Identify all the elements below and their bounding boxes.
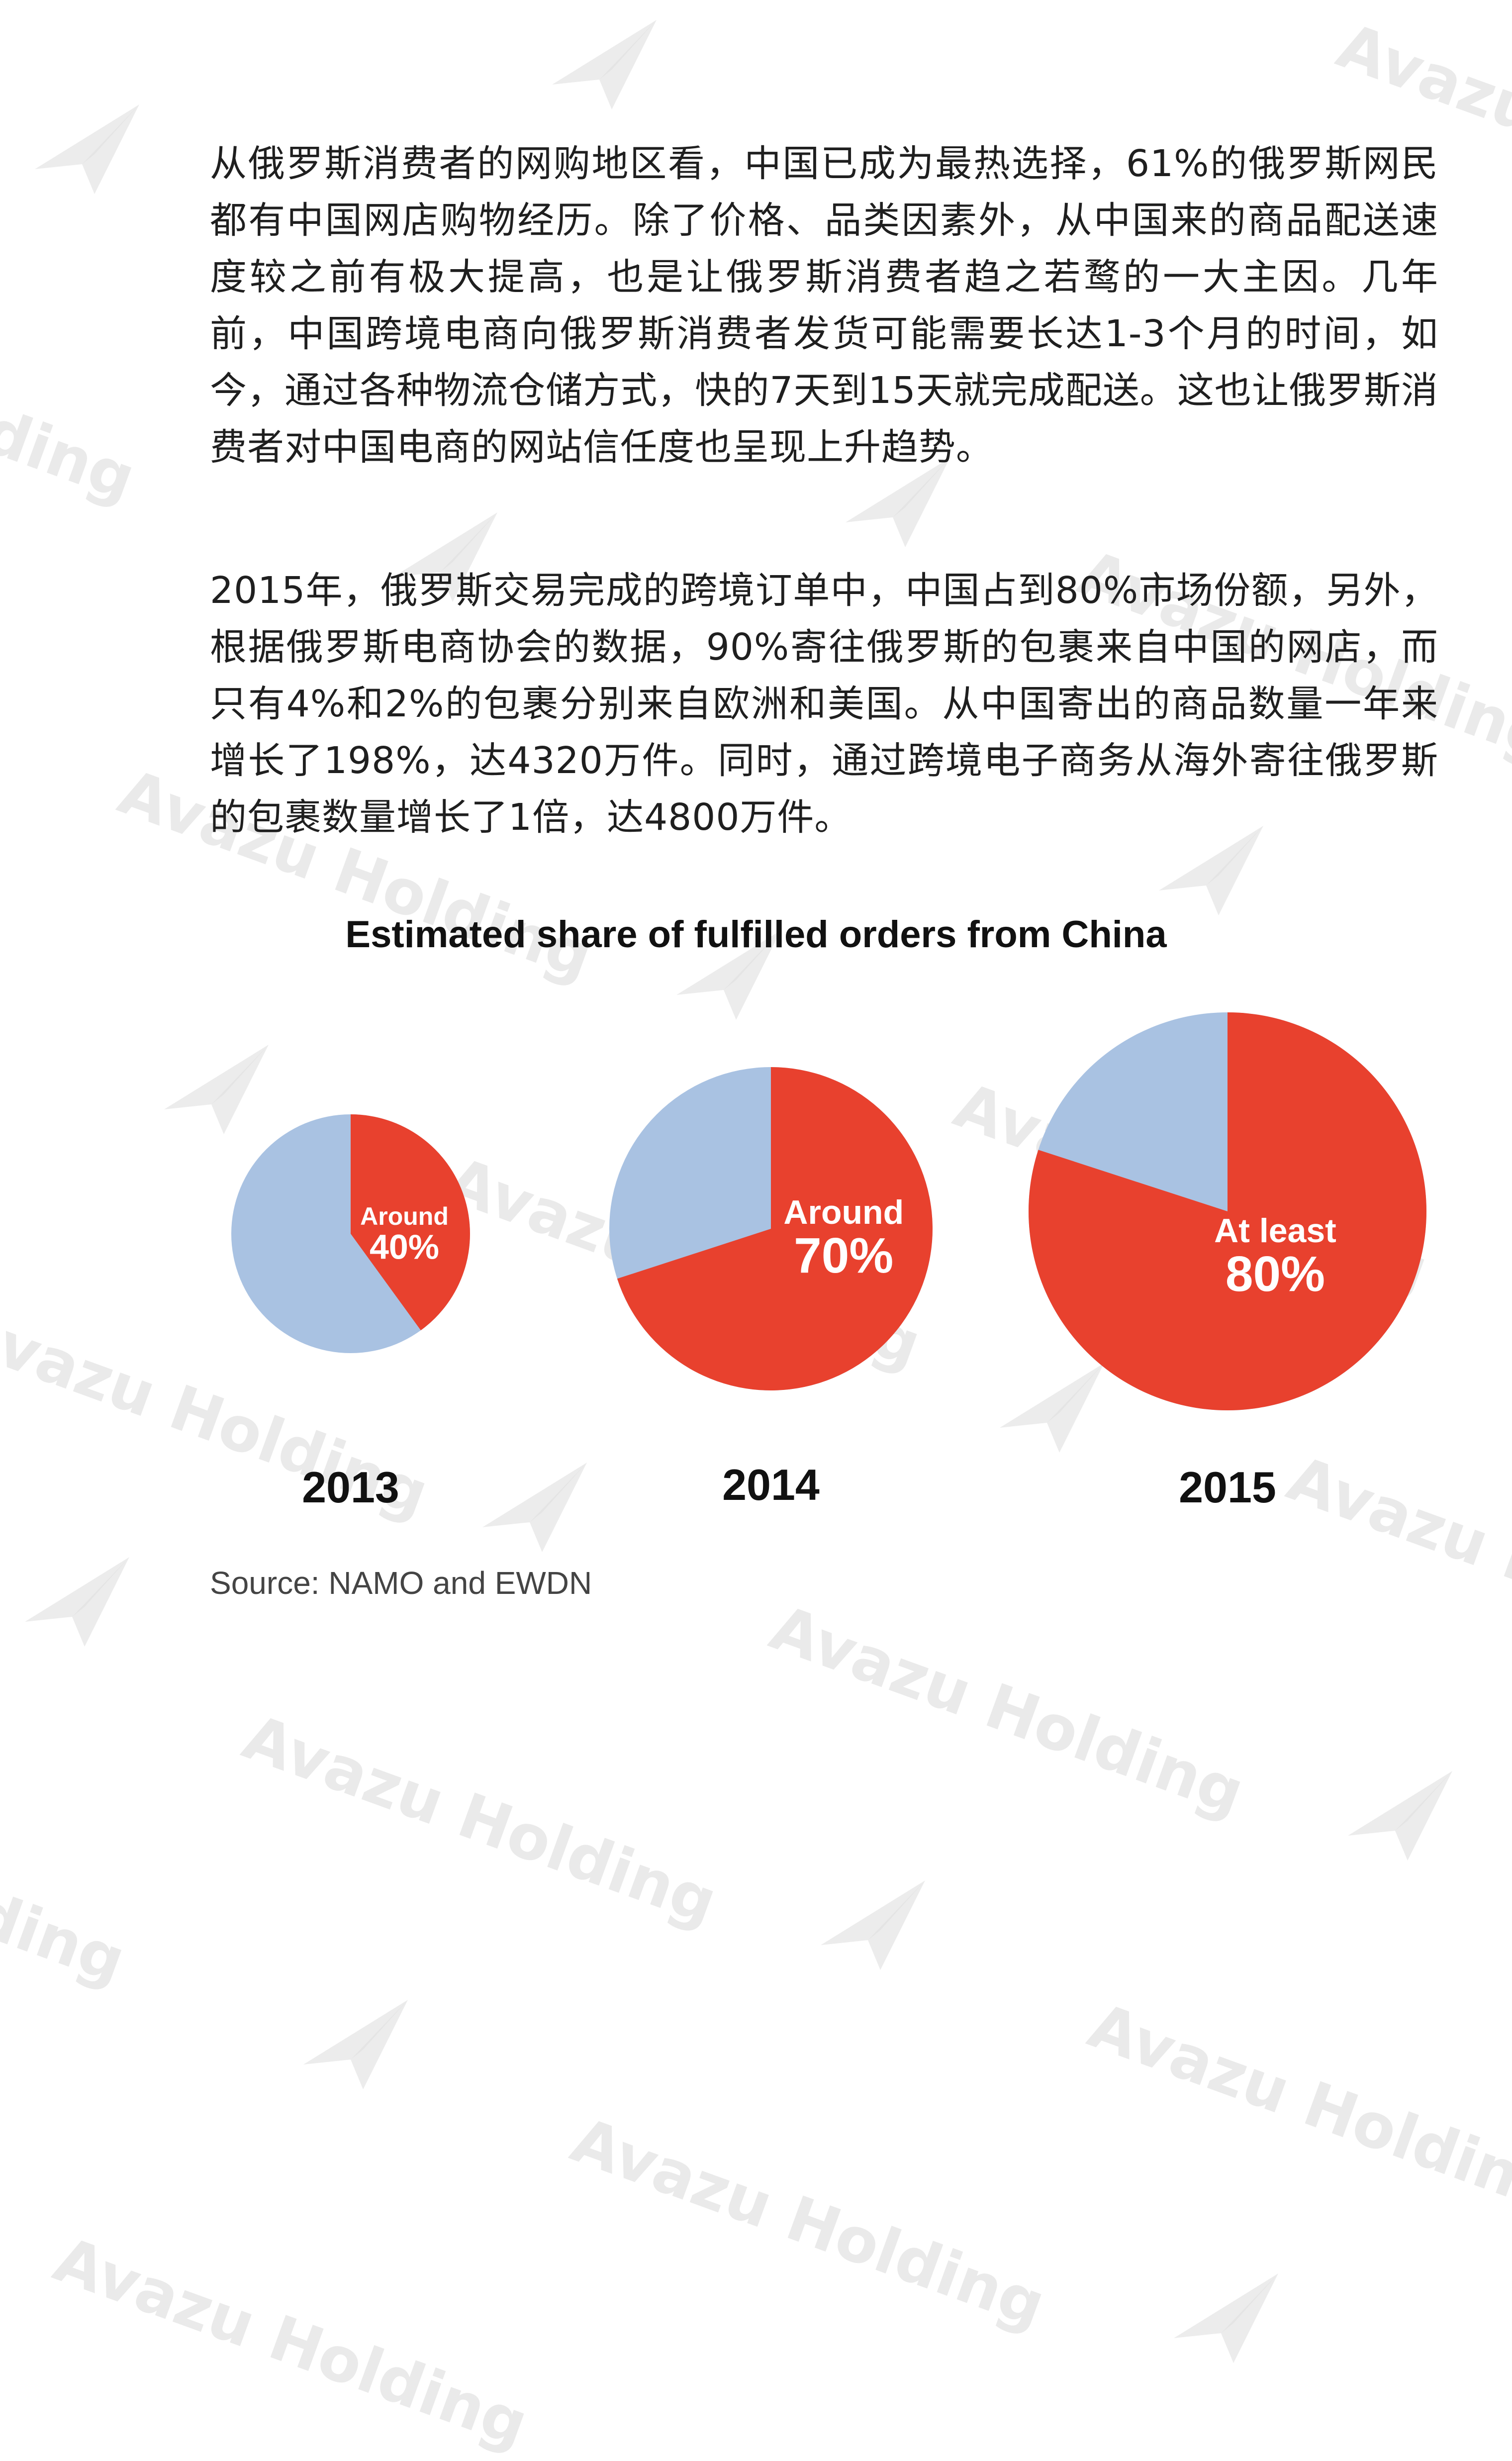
paper-plane-logo-icon — [821, 1880, 925, 1970]
watermark-text: Avazu Holding — [562, 2104, 1054, 2342]
watermark-text: Avazu Holding — [45, 2224, 537, 2461]
year-label-2014: 2014 — [722, 1460, 820, 1509]
paragraph-2: 2015年，俄罗斯交易完成的跨境订单中，中国占到80%市场份额，另外，根据俄罗斯… — [210, 569, 1438, 839]
watermark-text: Avazu Holding — [761, 1592, 1253, 1830]
pie-slice-china-2014 — [617, 1067, 933, 1390]
source-note: Source: NAMO and EWDN — [210, 1565, 592, 1601]
slice-label-qualifier-2014: Around — [783, 1193, 904, 1231]
paper-plane-logo-icon — [1348, 1771, 1452, 1861]
year-label-2015: 2015 — [1179, 1463, 1276, 1512]
watermark-text: Avazu Holding — [1079, 1990, 1512, 2228]
paper-plane-logo-icon — [303, 2000, 408, 2089]
watermark-text: lding — [0, 1870, 134, 1998]
pie-slice-china-2013 — [351, 1114, 471, 1331]
watermark-text: Avazu Holding — [234, 1701, 726, 1939]
slice-label-value-2014: 70% — [794, 1228, 893, 1283]
slice-label-qualifier-2013: Around — [360, 1202, 449, 1230]
paragraph-1: 从俄罗斯消费者的网购地区看，中国已成为最热选择，61%的俄罗斯网民都有中国网店购… — [210, 142, 1438, 469]
slice-label-value-2015: 80% — [1226, 1246, 1325, 1302]
pie-slice-china-2015 — [1029, 1012, 1426, 1410]
slice-label-value-2013: 40% — [370, 1228, 439, 1267]
paper-plane-logo-icon — [1174, 2273, 1278, 2363]
year-label-2013: 2013 — [302, 1463, 399, 1512]
slice-label-qualifier-2015: At least — [1214, 1212, 1336, 1250]
